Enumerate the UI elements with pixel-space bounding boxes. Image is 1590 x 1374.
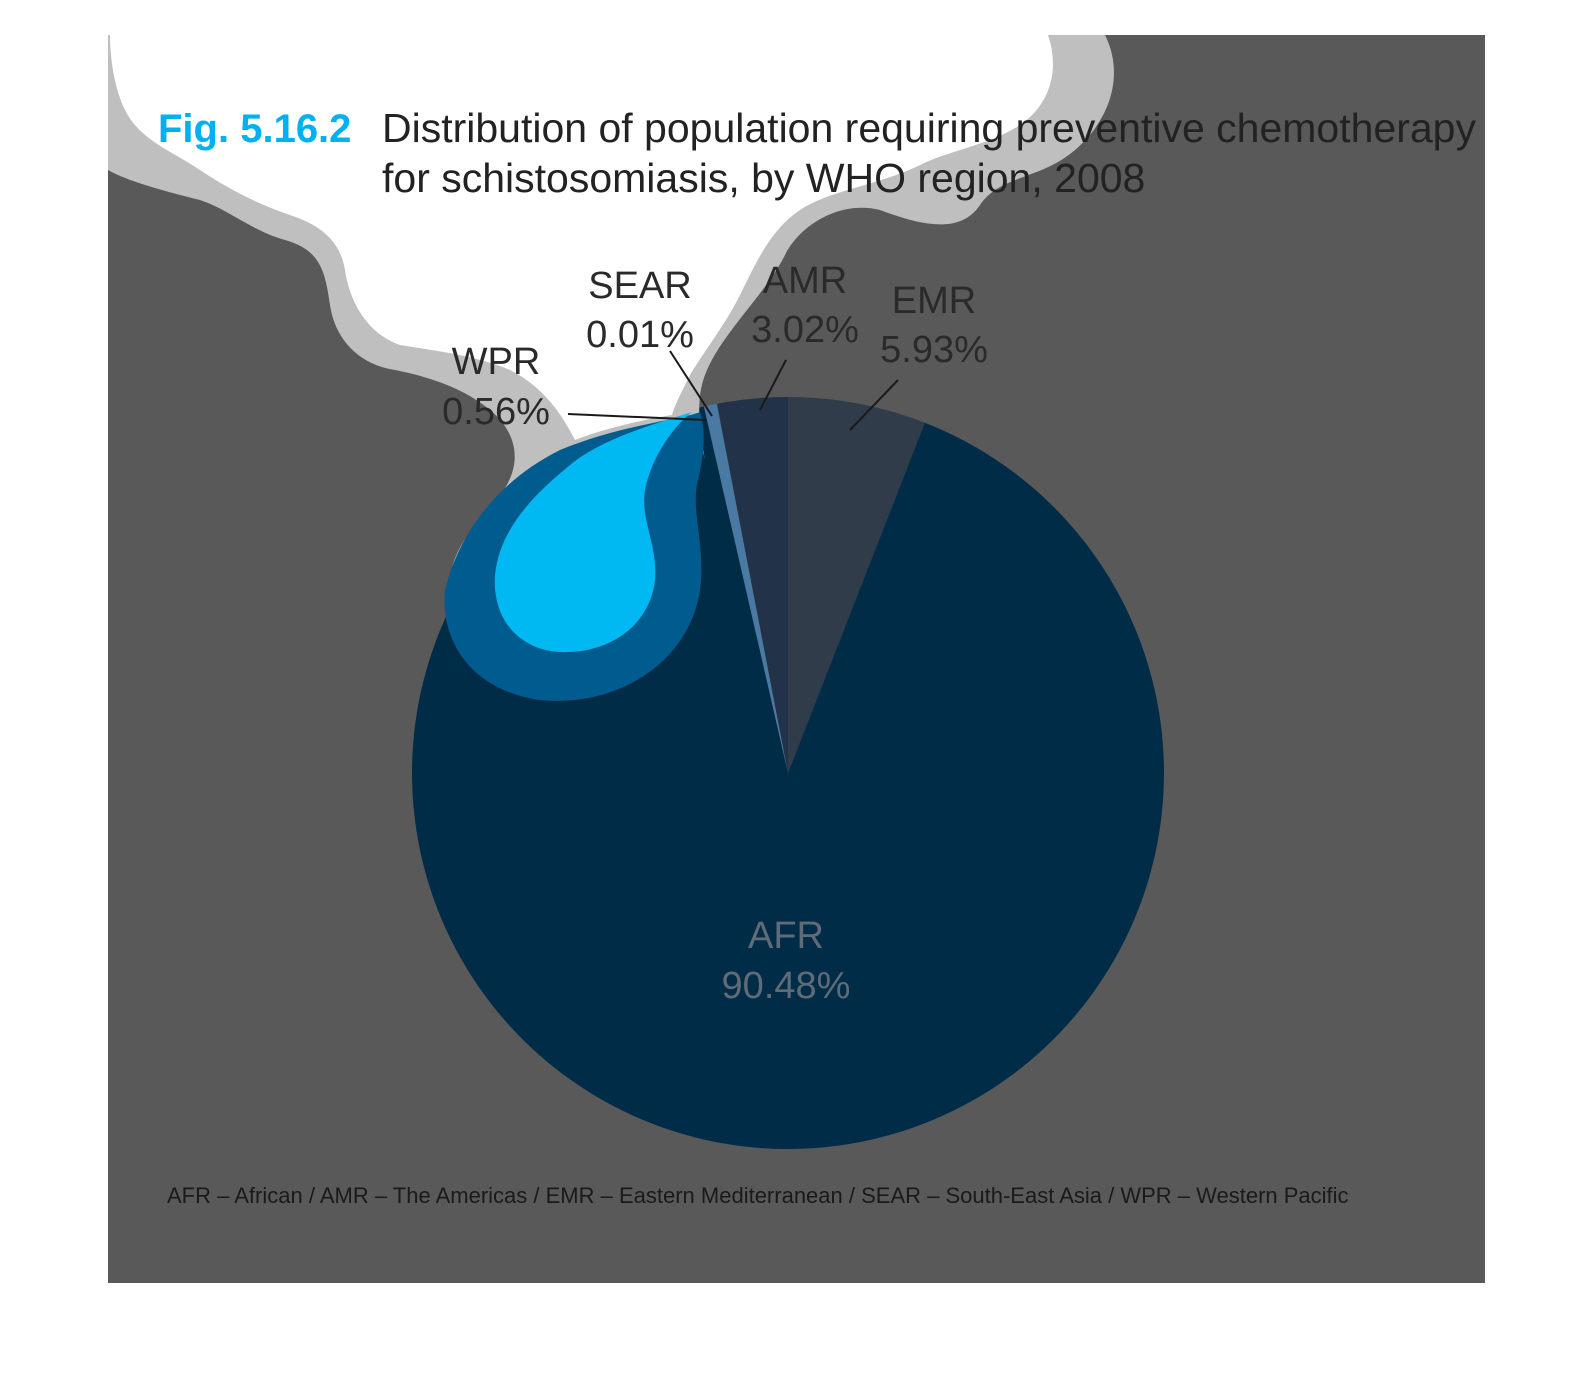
region-abbreviation-footnote: AFR – African / AMR – The Americas / EMR… xyxy=(167,1183,1349,1208)
amr-value-label: 3.02% xyxy=(751,309,859,351)
emr-value-label: 5.93% xyxy=(880,329,988,371)
emr-leader-line xyxy=(849,379,899,431)
amr-name-label: AMR xyxy=(763,260,847,302)
slice-labels: SEAR 0.01% AMR 3.02% EMR 5.93% WPR 0.56%… xyxy=(442,260,988,1007)
emr-name-label: EMR xyxy=(892,280,976,322)
sear-leader-line xyxy=(669,350,713,417)
pie-slice-wpr xyxy=(703,403,788,773)
figure-number: Fig. 5.16.2 xyxy=(158,107,351,151)
afr-value-label: 90.48% xyxy=(722,965,851,1007)
sear-name-label: SEAR xyxy=(588,265,691,307)
pie-slice-amr xyxy=(717,397,788,773)
wpr-name-label: WPR xyxy=(452,341,541,383)
wpr-value-label: 0.56% xyxy=(442,391,550,433)
leader-lines xyxy=(567,350,899,431)
figure-title-line-2: for schistosomiasis, by WHO region, 2008 xyxy=(382,155,1145,201)
splash-inner xyxy=(110,35,1053,440)
pie-slice-emr xyxy=(788,396,925,773)
sear-value-label: 0.01% xyxy=(586,314,694,356)
pie-slice-sear xyxy=(716,403,788,773)
amr-leader-line xyxy=(759,359,787,411)
drop-light xyxy=(494,412,692,653)
figure-title-line-1: Distribution of population requiring pre… xyxy=(382,105,1476,151)
afr-name-label: AFR xyxy=(748,915,824,957)
drop-illustration xyxy=(108,35,1114,701)
wpr-leader-line xyxy=(567,413,707,421)
